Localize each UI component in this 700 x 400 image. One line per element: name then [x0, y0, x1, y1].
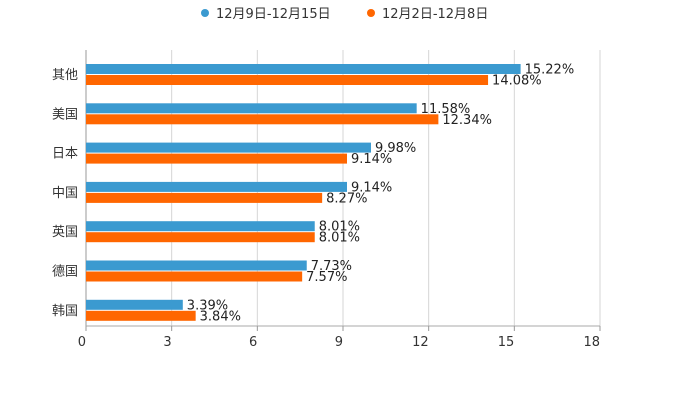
- x-tick-label-0: 0: [78, 335, 86, 350]
- legend-label-1: 12月2日-12月8日: [382, 7, 488, 22]
- bar-s1-6: [86, 310, 196, 321]
- data-label-s1-2: 9.14%: [351, 152, 392, 167]
- data-label-s1-5: 7.57%: [306, 270, 347, 285]
- category-label-5: 德国: [52, 265, 78, 280]
- legend-item-1: 12月2日-12月8日: [367, 7, 488, 22]
- bar-s1-0: [86, 75, 489, 85]
- data-label-s1-6: 3.84%: [200, 309, 241, 324]
- category-label-6: 韩国: [52, 304, 78, 319]
- data-label-s0-1: 11.58%: [421, 102, 471, 117]
- bar-s1-4: [86, 232, 315, 243]
- x-tick-label-1: 3: [163, 335, 171, 350]
- legend: 12月9日-12月15日 12月2日-12月8日: [201, 7, 488, 22]
- category-label-2: 日本: [52, 147, 78, 162]
- data-label-s0-6: 3.39%: [187, 298, 228, 313]
- x-tick-label-6: 18: [583, 335, 600, 350]
- data-label-s0-3: 9.14%: [351, 180, 392, 195]
- bar-s1-1: [86, 114, 439, 125]
- data-labels: 15.22%14.08%11.58%12.34%9.98%9.14%9.14%8…: [187, 63, 574, 325]
- bars: [86, 64, 521, 321]
- category-label-3: 中国: [52, 186, 78, 201]
- x-tick-label-3: 9: [335, 335, 343, 350]
- data-label-s1-4: 8.01%: [319, 231, 360, 246]
- legend-marker-0: [201, 9, 209, 17]
- bar-s0-6: [86, 299, 183, 310]
- bar-s0-5: [86, 260, 307, 271]
- bar-s1-3: [86, 192, 323, 203]
- bar-s0-0: [86, 64, 521, 74]
- data-label-s1-3: 8.27%: [326, 191, 367, 206]
- data-label-s1-0: 14.08%: [492, 74, 542, 89]
- legend-marker-1: [367, 9, 375, 17]
- x-tick-label-4: 12: [412, 335, 429, 350]
- legend-item-0: 12月9日-12月15日: [201, 7, 331, 22]
- bar-s0-4: [86, 221, 315, 232]
- x-tick-label-5: 15: [498, 335, 515, 350]
- bar-s0-1: [86, 103, 417, 114]
- category-label-0: 其他: [52, 68, 78, 83]
- bar-s1-5: [86, 271, 303, 282]
- data-label-s0-4: 8.01%: [319, 220, 360, 235]
- x-tick-label-2: 6: [249, 335, 257, 350]
- data-label-s0-0: 15.22%: [525, 63, 575, 78]
- bar-s0-2: [86, 142, 371, 153]
- data-label-s0-5: 7.73%: [311, 259, 352, 274]
- category-label-4: 英国: [52, 225, 78, 240]
- category-label-1: 美国: [52, 107, 78, 122]
- bar-s0-3: [86, 181, 347, 192]
- legend-label-0: 12月9日-12月15日: [216, 7, 331, 22]
- data-label-s1-1: 12.34%: [442, 113, 492, 128]
- bar-s1-2: [86, 153, 347, 164]
- data-label-s0-2: 9.98%: [375, 141, 416, 156]
